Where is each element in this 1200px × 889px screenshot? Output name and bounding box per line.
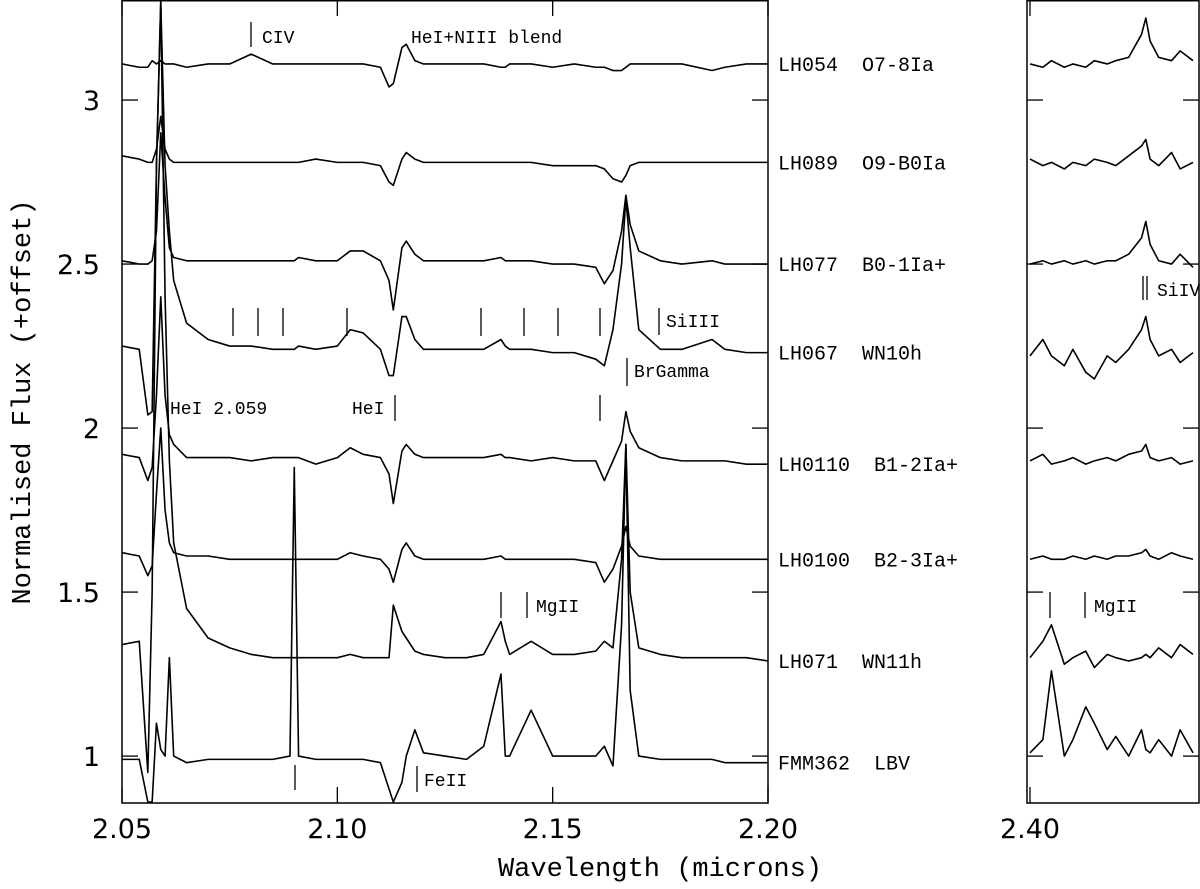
spectrum-line xyxy=(1029,670,1194,757)
x-tick-label: 2.05 xyxy=(92,814,152,845)
spectrum-line xyxy=(122,132,768,311)
y-tick-label: 3 xyxy=(83,86,100,117)
x-tick-label: 2.15 xyxy=(523,814,583,845)
spectrum-line xyxy=(1029,315,1194,380)
plot-area xyxy=(122,0,768,803)
y-tick-label: 1 xyxy=(83,742,100,773)
plot-frame xyxy=(1026,0,1200,804)
legend-label: LH0100 B2-3Ia+ xyxy=(778,550,958,573)
spectrum-line xyxy=(1029,138,1194,170)
annotation: FeII xyxy=(424,772,467,792)
x-tick-label: 2.20 xyxy=(738,814,798,845)
y-axis-title: Normalised Flux (+offset) xyxy=(9,199,39,604)
spectrum-line xyxy=(122,0,768,416)
spectrum-line xyxy=(1029,443,1194,465)
annotation: CIV xyxy=(262,29,295,49)
y-tick-label: 2 xyxy=(83,414,100,445)
spectrum-line xyxy=(1029,548,1194,561)
x-axis-title: Wavelength (microns) xyxy=(498,855,822,885)
annotation: HeI 2.059 xyxy=(170,400,267,420)
spectrum-line xyxy=(122,443,768,803)
x-tick-label: 2.10 xyxy=(307,814,367,845)
annotation: SiIV xyxy=(1157,282,1200,302)
legend-label: LH067 WN10h xyxy=(778,344,922,367)
legend-label: LH054 O7-8Ia xyxy=(778,55,934,78)
y-tick-label: 1.5 xyxy=(57,578,100,609)
plot-area xyxy=(1029,17,1194,757)
spectrum-line xyxy=(1029,17,1194,69)
spectrum-line xyxy=(122,115,768,187)
legend-label: LH089 O9-B0Ia xyxy=(778,153,946,176)
annotation: MgII xyxy=(536,598,579,618)
annotation: HeI xyxy=(352,400,384,420)
annotations: CIV HeI+NIII blend SiIII HeI 2.059 HeI B… xyxy=(170,22,1200,792)
spectrum-line xyxy=(122,43,768,88)
legend-label: FMM362 LBV xyxy=(778,754,910,777)
plot-frame xyxy=(121,0,769,804)
spectrum-line xyxy=(122,296,768,505)
legend-label: LH071 WN11h xyxy=(778,652,922,675)
annotation: HeI+NIII blend xyxy=(411,29,562,49)
spectrum-line xyxy=(1029,220,1194,268)
spectrum-line xyxy=(122,427,768,584)
annotation: BrGamma xyxy=(634,363,710,383)
annotation: MgII xyxy=(1094,598,1137,618)
x-tick-label: 2.40 xyxy=(1000,814,1060,845)
legend-label: LH077 B0-1Ia+ xyxy=(778,255,946,278)
y-tick-label: 2.5 xyxy=(57,250,100,281)
spectrum-line xyxy=(122,0,768,774)
annotation: SiIII xyxy=(666,313,720,333)
legend-label: LH0110 B1-2Ia+ xyxy=(778,455,958,478)
spectrum-line xyxy=(1029,624,1194,669)
